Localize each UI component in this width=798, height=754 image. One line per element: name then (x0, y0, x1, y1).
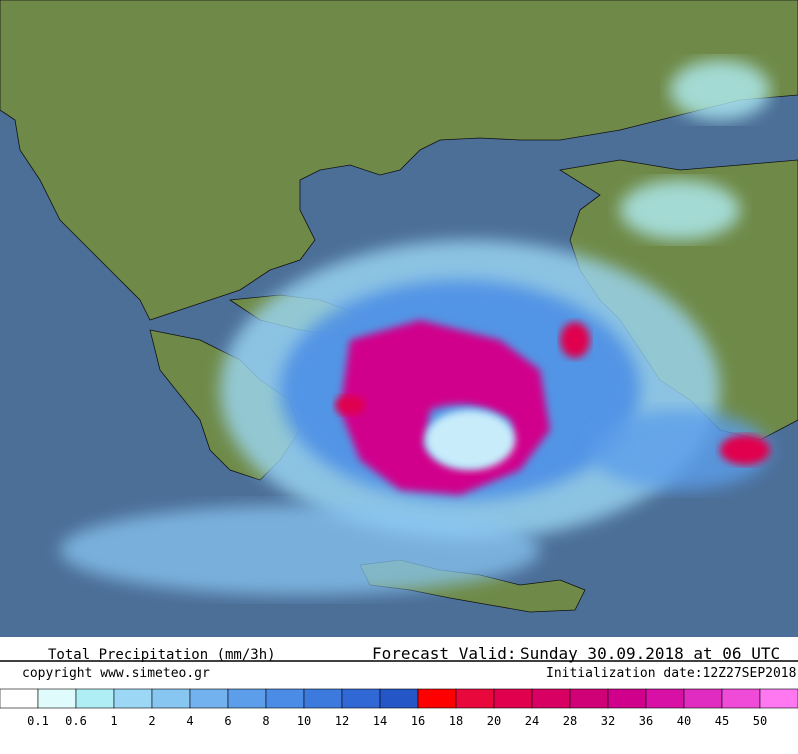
map (0, 0, 798, 637)
color-swatch (759, 688, 798, 709)
init-date: Initialization date:12Z27SEP2018 (546, 666, 796, 681)
precipitation (60, 60, 770, 595)
colorbar: 0.1 0.6 1 2 4 6 8 10 12 14 16 18 20 24 28 32 36 40 45 50 (0, 688, 798, 728)
colorbar-label: 20 (487, 714, 501, 728)
color-swatch (569, 688, 609, 709)
precip-light (60, 505, 540, 595)
color-swatch (227, 688, 267, 709)
product-title: Total Precipitation (mm/3h) (48, 647, 276, 663)
valid-time: Sunday 30.09.2018 at 06 UTC (520, 644, 780, 663)
color-swatch (37, 688, 77, 709)
colorbar-label: 40 (677, 714, 691, 728)
color-swatch (607, 688, 647, 709)
color-swatch (455, 688, 495, 709)
colorbar-label: 0.1 (27, 714, 49, 728)
color-swatch (151, 688, 191, 709)
colorbar-label: 24 (525, 714, 539, 728)
precip-heavy (340, 320, 550, 495)
color-swatch (265, 688, 305, 709)
colorbar-label: 14 (373, 714, 387, 728)
colorbar-label: 8 (262, 714, 269, 728)
color-swatch (645, 688, 685, 709)
colorbar-label: 28 (563, 714, 577, 728)
color-swatch (683, 688, 723, 709)
balkans (0, 0, 798, 321)
color-swatch (189, 688, 229, 709)
colorbar-label: 2 (148, 714, 155, 728)
valid-label: Forecast Valid: (372, 644, 517, 663)
colorbar-label: 36 (639, 714, 653, 728)
precip-light (670, 60, 770, 120)
color-swatch (379, 688, 419, 709)
color-swatch (417, 688, 457, 709)
colorbar-label: 4 (186, 714, 193, 728)
precip-eye (425, 410, 515, 470)
colorbar-label: 0.6 (65, 714, 87, 728)
colorbar-label: 18 (449, 714, 463, 728)
colorbar-label: 1 (110, 714, 117, 728)
precip-heavy (335, 395, 365, 415)
colorbar-label: 45 (715, 714, 729, 728)
precip-light (620, 180, 740, 240)
colorbar-label: 16 (411, 714, 425, 728)
colorbar-label: 50 (753, 714, 767, 728)
colorbar-label: 6 (224, 714, 231, 728)
color-swatch (0, 688, 39, 709)
precip-heavy (560, 322, 590, 358)
precip-heavy (720, 435, 770, 465)
color-swatch (341, 688, 381, 709)
colorbar-label: 32 (601, 714, 615, 728)
color-swatch (531, 688, 571, 709)
colorbar-label: 10 (297, 714, 311, 728)
colorbar-label: 12 (335, 714, 349, 728)
color-swatch (75, 688, 115, 709)
copyright: copyright www.simeteo.gr (22, 666, 210, 681)
color-swatch (721, 688, 761, 709)
color-swatch (303, 688, 343, 709)
color-swatch (493, 688, 533, 709)
color-swatch (113, 688, 153, 709)
precip-moderate (590, 410, 770, 490)
